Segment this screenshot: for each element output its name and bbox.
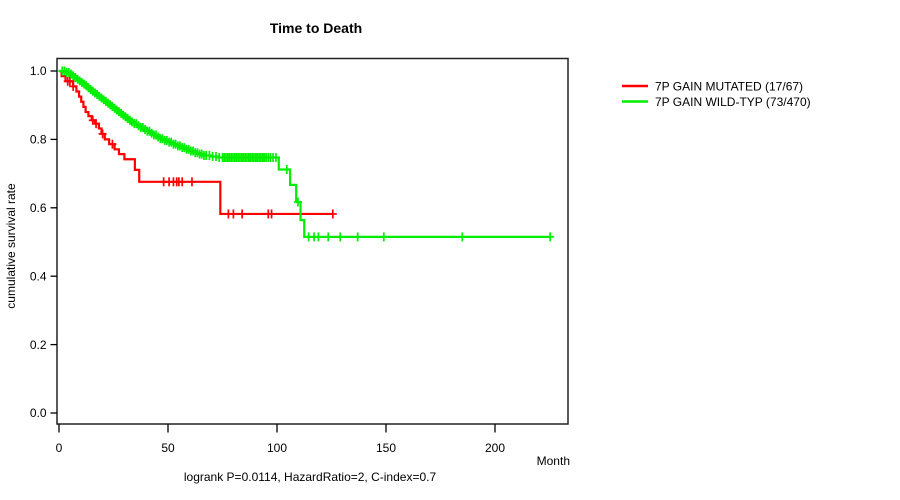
y-axis-tick-label: 0.6 (30, 201, 47, 215)
y-axis-tick-label: 0.4 (30, 269, 47, 283)
legend-label-mutated: 7P GAIN MUTATED (17/67) (655, 80, 803, 94)
x-axis-tick-label: 50 (161, 441, 175, 455)
legend: 7P GAIN MUTATED (17/67) 7P GAIN WILD-TYP… (622, 80, 811, 109)
survival-step-curve (59, 69, 333, 216)
y-axis-label: cumulative survival rate (4, 183, 18, 309)
y-axis-tick-label: 1.0 (30, 64, 47, 78)
legend-label-wildtype: 7P GAIN WILD-TYP (73/470) (655, 95, 811, 109)
chart-title: Time to Death (270, 20, 362, 36)
stats-annotation: logrank P=0.0114, HazardRatio=2, C-index… (184, 470, 437, 484)
survival-step-curve (59, 69, 551, 238)
x-axis-tick-label: 150 (376, 441, 396, 455)
y-axis-tick-label: 0.0 (30, 406, 47, 420)
x-axis-tick-label: 0 (56, 441, 63, 455)
plot-axes: 0 50 100 150 200 0.0 0.2 0.4 0.6 0.8 1.0 (30, 57, 569, 455)
x-axis-label: Month (537, 454, 570, 468)
x-axis-tick-label: 100 (267, 441, 287, 455)
x-axis-tick-label: 200 (485, 441, 505, 455)
y-axis-tick-label: 0.8 (30, 133, 47, 147)
series-mutated (59, 69, 337, 219)
survival-curves (58, 66, 555, 242)
plot-box (56, 57, 569, 425)
y-axis-tick-label: 0.2 (30, 338, 47, 352)
series-wildtype (58, 66, 555, 242)
